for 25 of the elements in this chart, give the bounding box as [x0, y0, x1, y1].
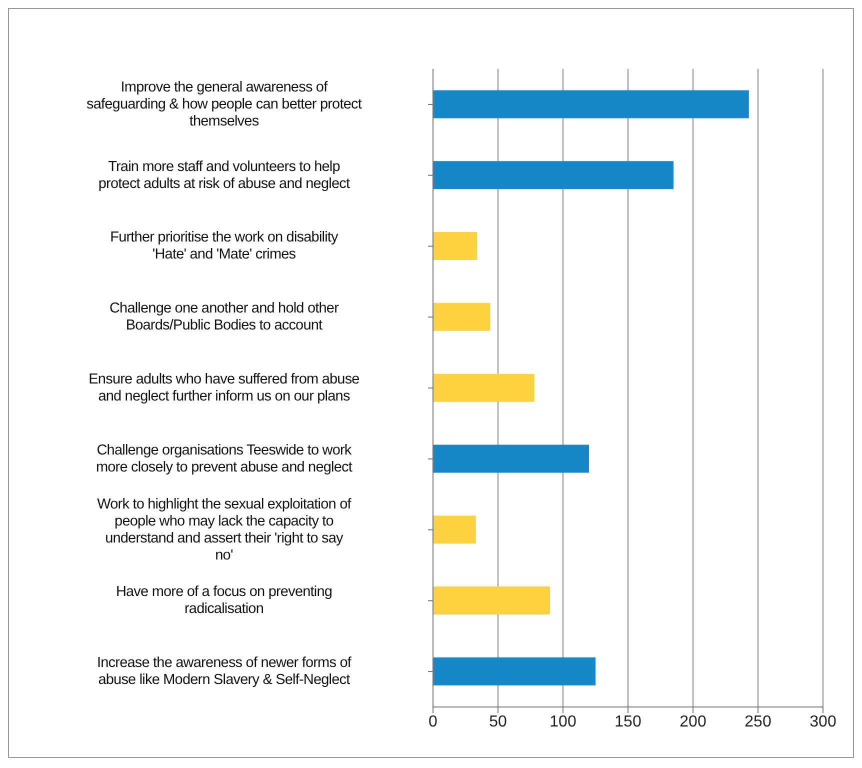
- y-tick-label: Challenge one another and hold other Boards/Public Bodies to account: [109, 300, 340, 334]
- x-tick-label: 200: [680, 713, 706, 730]
- bar: [433, 302, 490, 331]
- y-tick-label: Further prioritise the work on disability 'Hate' and 'Mate' crimes: [110, 230, 340, 263]
- y-tick-label: Improve the general awareness of safeguarding & how people can better protect themselves: [86, 79, 362, 130]
- y-tick-label: Have more of a focus on preventing radicalisation: [116, 584, 332, 618]
- x-tick-label: 300: [810, 713, 836, 730]
- bar: [433, 586, 550, 614]
- bar: [433, 232, 478, 260]
- y-tick-label: Challenge organisations Teeswide to work more closely to prevent abuse and neglect: [96, 442, 352, 476]
- bar: [433, 90, 749, 118]
- y-tick-label: Work to highlight the sexual exploitation of people who may lack the capacity to understand and assert their 'right to say no': [97, 496, 352, 564]
- y-tick-label: Train more staff and volunteers to help protect adults at risk of abuse and neglect: [98, 158, 350, 192]
- y-tick-label: Ensure adults who have suffered from abuse and neglect further inform us on our plans: [88, 372, 360, 404]
- bar: [433, 444, 589, 473]
- x-tick-label: 50: [489, 713, 507, 730]
- x-tick-label: 100: [550, 713, 576, 730]
- bar: [433, 657, 596, 686]
- bar: [433, 161, 674, 190]
- x-tick-label: 250: [744, 713, 772, 730]
- y-tick-label: Increase the awareness of newer forms of abuse like Modern Slavery & Self-Neglect: [97, 655, 352, 688]
- bar: [433, 516, 476, 544]
- x-tick-label: 150: [614, 713, 642, 730]
- bar: [433, 374, 534, 402]
- x-tick-label: 0: [428, 713, 438, 730]
